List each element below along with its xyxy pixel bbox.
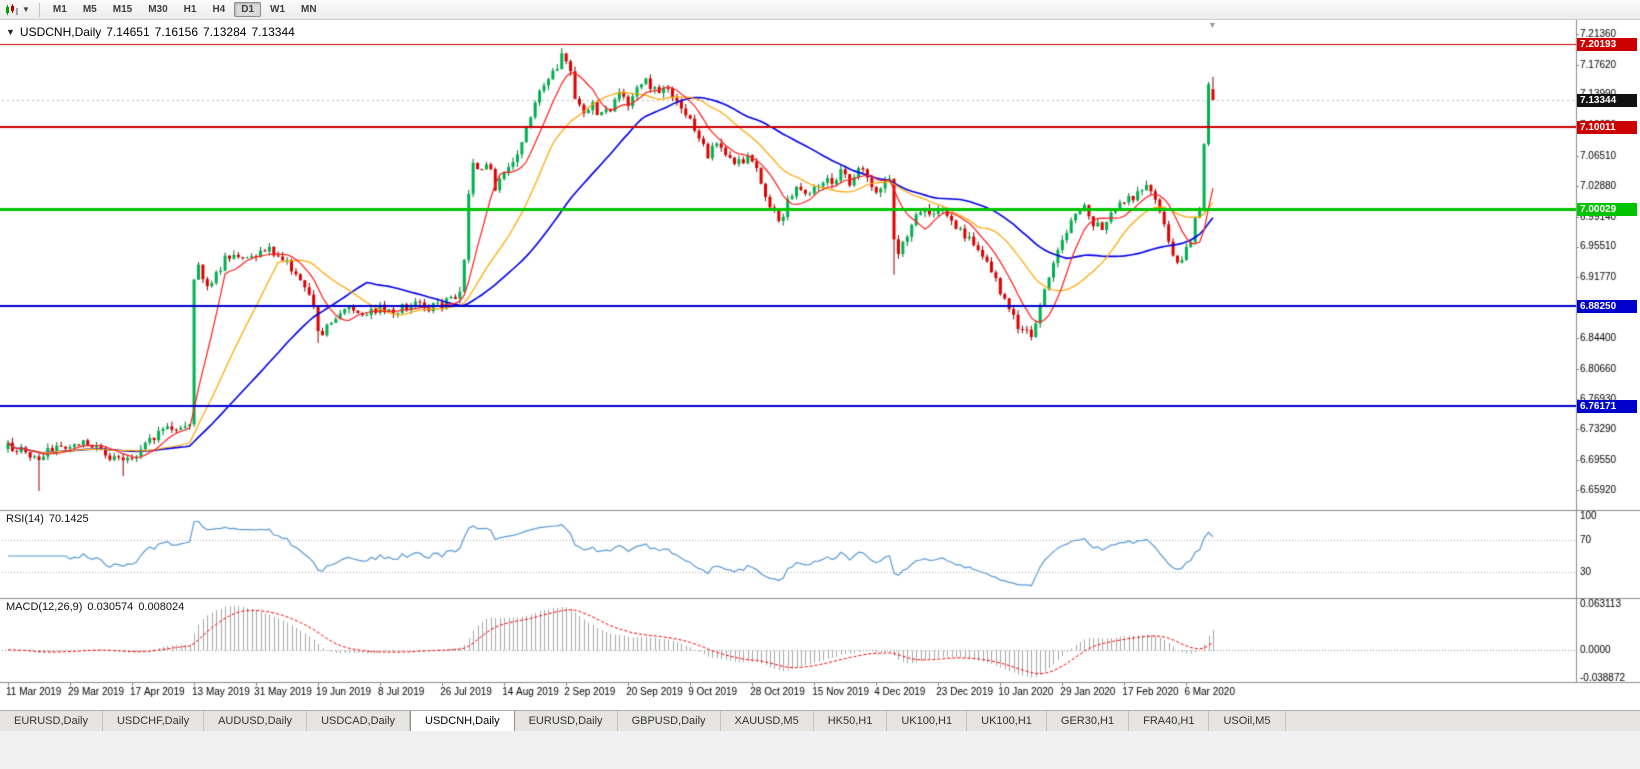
timeframe-button-h4[interactable]: H4 [212,4,226,15]
chart-tab-audusd-daily[interactable]: AUDUSD,Daily [204,711,308,731]
chart-tab-ger30-h1[interactable]: GER30,H1 [1047,711,1130,731]
rsi-label: RSI(14) 70.1425 [6,513,89,525]
price-level-badge: 6.88250 [1577,300,1637,313]
chart-shift-marker-icon[interactable]: ▼ [1208,20,1217,30]
ohlc-low: 7.13284 [203,25,247,39]
chart-canvas[interactable] [0,20,1640,710]
macd-value-signal: 0.008024 [138,601,185,613]
chart-tab-usdcnh-daily[interactable]: USDCNH,Daily [410,711,515,731]
chart-tab-xauusd-m5[interactable]: XAUUSD,M5 [721,711,814,731]
timeframe-button-d1[interactable]: D1 [234,2,262,17]
ohlc-open: 7.14651 [106,25,150,39]
chart-title: ▼ USDCNH,Daily 7.14651 7.16156 7.13284 7… [6,25,295,39]
price-level-badge: 7.10011 [1577,121,1637,134]
macd-label: MACD(12,26,9) 0.030574 0.008024 [6,601,184,613]
timeframe-button-m15[interactable]: M15 [112,4,133,15]
chart-symbol-period: USDCNH,Daily [19,25,102,39]
macd-name: MACD(12,26,9) [6,601,83,613]
timeframe-button-m5[interactable]: M5 [82,4,97,15]
price-level-badge: 7.00029 [1577,203,1637,216]
timeframe-button-h1[interactable]: H1 [183,4,197,15]
chart-tab-eurusd-daily[interactable]: EURUSD,Daily [515,711,618,731]
chart-tab-uk100-h1[interactable]: UK100,H1 [887,711,968,731]
timeframe-button-group: M1 M5 M15 M30 H1 H4 D1 W1 MN [45,2,325,17]
chart-tab-usdcad-daily[interactable]: USDCAD,Daily [307,711,411,731]
chart-type-icon[interactable] [3,3,21,16]
price-level-badge: 7.20193 [1577,38,1637,51]
toolbar-separator [38,2,40,17]
timeframe-button-m1[interactable]: M1 [52,4,67,15]
chart-tab-bar: EURUSD,Daily USDCHF,Daily AUDUSD,Daily USDC… [0,710,1640,731]
one-click-trading-toggle-icon[interactable]: ▼ [6,27,15,37]
chart-tab-uk100-h1[interactable]: UK100,H1 [967,711,1047,731]
timeframe-button-mn[interactable]: MN [301,4,317,15]
timeframe-button-m30[interactable]: M30 [148,4,168,15]
ohlc-high: 7.16156 [154,25,199,39]
rsi-name: RSI(14) [6,513,44,525]
top-toolbar: ▼ M1 M5 M15 M30 H1 H4 D1 W1 MN [0,0,1640,20]
current-price-badge: 7.13344 [1577,94,1637,107]
chart-tab-eurusd-daily[interactable]: EURUSD,Daily [0,711,103,731]
chart-tab-fra40-h1[interactable]: FRA40,H1 [1129,711,1210,731]
timeframe-button-w1[interactable]: W1 [270,4,286,15]
chart-tab-usoil-m5[interactable]: USOil,M5 [1209,711,1286,731]
rsi-value: 70.1425 [48,513,89,525]
price-level-badge: 6.76171 [1577,400,1637,413]
chart-tab-gbpusd-daily[interactable]: GBPUSD,Daily [618,711,721,731]
dropdown-caret-icon[interactable]: ▼ [22,5,30,14]
ohlc-close: 7.13344 [251,25,295,39]
chart-tab-hk50-h1[interactable]: HK50,H1 [814,711,888,731]
chart-tab-usdchf-daily[interactable]: USDCHF,Daily [103,711,205,731]
status-bar [0,731,1640,769]
macd-value-main: 0.030574 [87,601,134,613]
chart-window: ▼ USDCNH,Daily 7.14651 7.16156 7.13284 7… [0,20,1640,710]
